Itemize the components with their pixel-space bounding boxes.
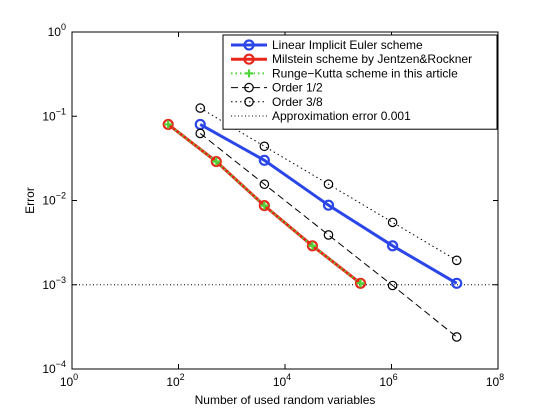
legend-marker-2	[245, 69, 253, 78]
x-tick-label-exponent: 4	[286, 372, 291, 382]
x-tick-label-exponent: 0	[73, 372, 78, 382]
series-line-2	[167, 123, 362, 285]
data-point-4-1	[259, 141, 270, 152]
data-point-2-3	[308, 241, 317, 250]
data-point-1-2	[258, 199, 270, 212]
data-point-3-0	[195, 128, 206, 139]
data-point-3-1	[259, 179, 270, 190]
legend-label-5: Approximation error 0.001	[272, 109, 411, 123]
series-line-3	[199, 133, 458, 338]
data-point-2-4	[356, 279, 365, 288]
legend-label-2: Runge−Kutta scheme in this article	[272, 66, 458, 80]
data-point-2-1	[212, 157, 221, 166]
data-point-4-3	[387, 217, 398, 228]
data-point-4-0	[195, 103, 206, 113]
data-point-0-1	[258, 154, 270, 166]
data-point-4-4	[451, 255, 462, 266]
x-tick-label: 104	[273, 372, 291, 389]
x-tick-label-exponent: 2	[180, 372, 185, 382]
y-tick-label: 100	[48, 22, 66, 39]
legend-marker-3	[244, 82, 254, 93]
x-tick-label: 108	[486, 372, 504, 389]
x-tick-label-exponent: 6	[393, 372, 398, 382]
data-point-0-4	[451, 277, 463, 289]
legend-label-3: Order 1/2	[272, 81, 323, 95]
data-point-3-4	[451, 332, 462, 342]
data-point-4-2	[323, 179, 334, 190]
legend-box	[222, 34, 498, 130]
x-tick-label: 106	[379, 372, 397, 389]
y-tick-label: 10−2	[42, 191, 66, 208]
y-tick-label: 10−4	[42, 359, 66, 376]
x-tick-label: 102	[166, 372, 184, 389]
data-point-0-2	[322, 199, 335, 211]
data-point-0-3	[386, 240, 399, 252]
data-point-2-0	[164, 120, 173, 129]
y-tick-label: 10−1	[42, 106, 66, 123]
x-axis-label: Number of used random variables	[195, 393, 376, 407]
legend-marker-0	[243, 39, 255, 51]
data-point-2-2	[260, 201, 269, 210]
y-tick-label: 10−3	[42, 275, 66, 292]
data-point-1-0	[162, 118, 174, 131]
legend-marker-1	[243, 53, 255, 65]
y-tick-label-exponent: −4	[56, 359, 66, 369]
y-tick-label-exponent: −2	[56, 191, 66, 201]
legend-label-4: Order 3/8	[272, 95, 323, 109]
series-layer	[72, 107, 498, 338]
y-axis-label: Error	[23, 187, 37, 214]
y-tick-label-exponent: 0	[61, 22, 66, 32]
y-tick-label-exponent: −1	[56, 106, 66, 116]
data-point-1-3	[306, 240, 319, 252]
legend-label-1: Milstein scheme by Jentzen&Rockner	[272, 52, 472, 66]
legend-marker-4	[244, 97, 254, 107]
data-point-1-1	[210, 155, 222, 168]
series-line-4	[199, 107, 457, 261]
y-tick-label-exponent: −3	[56, 275, 66, 285]
x-tick-label: 100	[60, 372, 78, 389]
markers-layer	[162, 103, 463, 342]
data-point-1-4	[354, 277, 367, 289]
x-tick-label-exponent: 8	[499, 372, 504, 382]
data-point-3-2	[323, 230, 334, 240]
legend-label-0: Linear Implicit Euler scheme	[272, 38, 423, 52]
series-line-0	[199, 123, 458, 285]
data-point-3-3	[387, 280, 398, 291]
